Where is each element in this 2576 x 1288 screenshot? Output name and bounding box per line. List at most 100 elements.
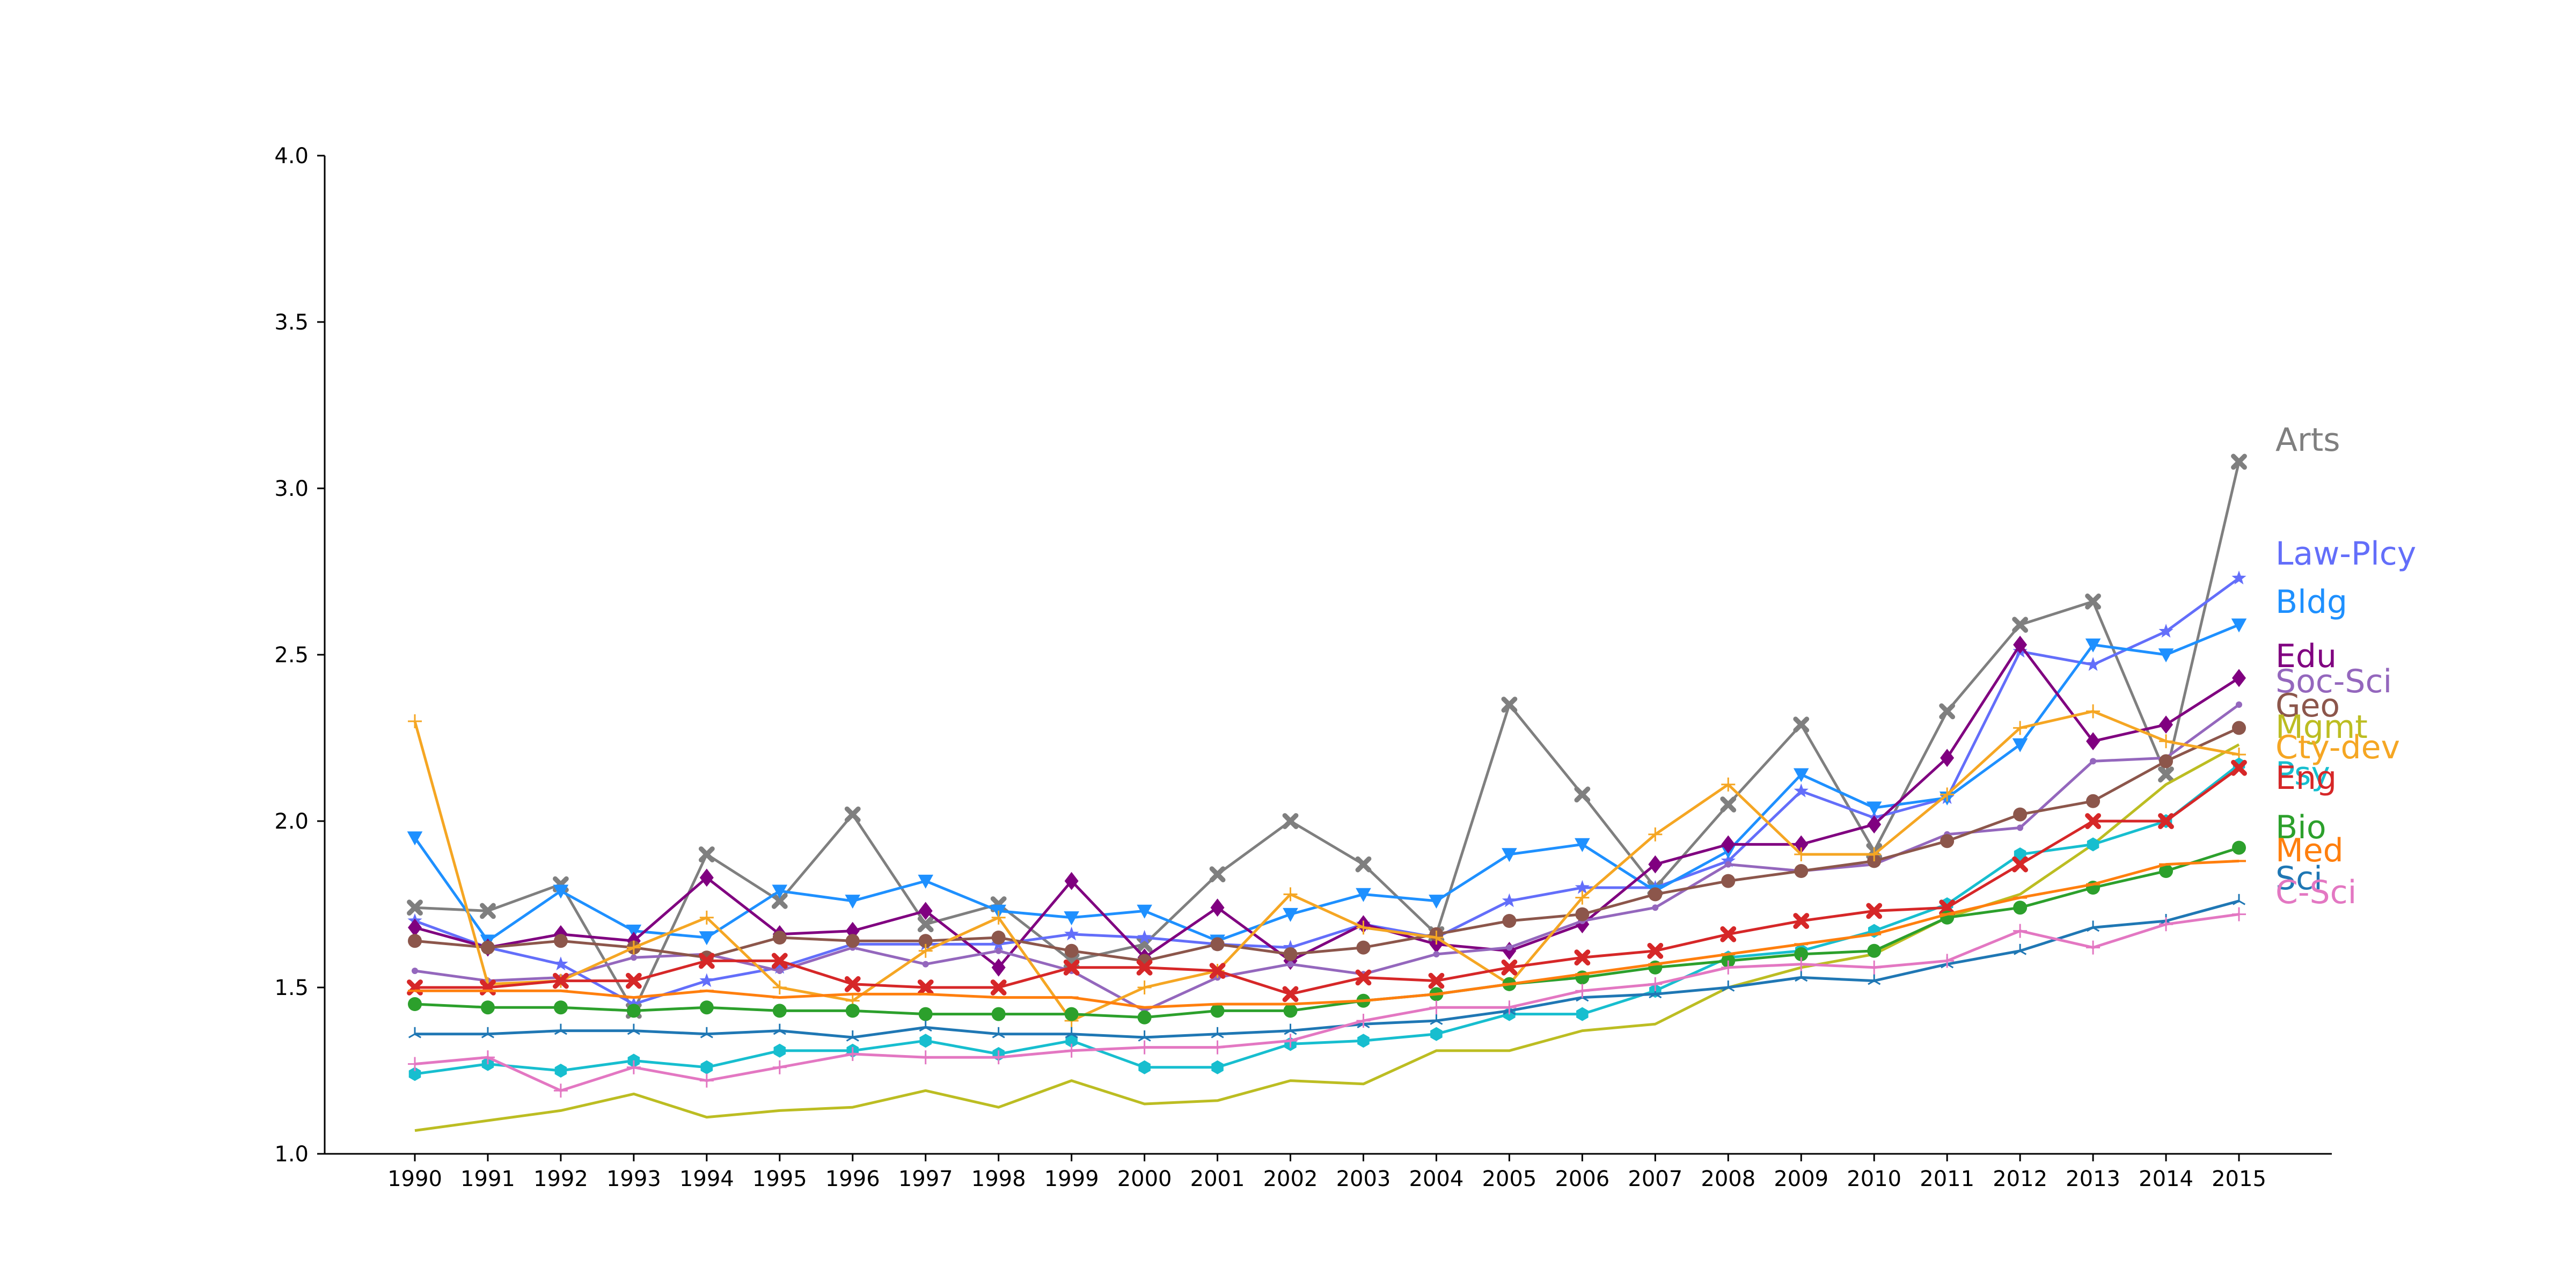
data-point-eng (1501, 959, 1518, 976)
data-point-arts (917, 916, 934, 933)
data-point-law-plcy (626, 996, 641, 1011)
data-point-eng (1939, 899, 1956, 916)
series-label-bldg: Bldg (2275, 583, 2347, 621)
data-point-cty-dev (772, 980, 787, 994)
data-point-arts (1209, 866, 1226, 883)
series-line-med (415, 859, 2240, 1009)
data-point-psy (1430, 1027, 1443, 1041)
data-point-bio (1137, 1010, 1152, 1024)
x-tick-label: 2010 (1847, 1167, 1901, 1191)
data-point-c-sci (1283, 1034, 1298, 1048)
data-point-law-plcy (1283, 940, 1298, 954)
series-label-sci: Sci (2275, 860, 2323, 897)
data-point-arts (1136, 936, 1153, 953)
series-med (408, 859, 2246, 1009)
data-point-cty-dev (2159, 734, 2174, 749)
series-line-soc-sci (414, 703, 2240, 1012)
data-point-sci (408, 1027, 422, 1038)
data-point-c-sci (1356, 1014, 1371, 1028)
series-label-layer: Arts Law-Plcy Bldg EduSoc-SciGeoMgmtCty-dev… (2275, 421, 2416, 911)
data-point-geo (918, 934, 933, 948)
data-point-psy (2087, 837, 2099, 852)
data-point-bio (772, 1004, 787, 1018)
data-point-edu (1210, 898, 1225, 917)
data-point-psy (700, 1060, 713, 1074)
data-point-law-plcy (2231, 570, 2246, 584)
x-tick-label: 2005 (1482, 1167, 1537, 1191)
data-point-edu (699, 868, 714, 887)
x-tick-label: 2004 (1409, 1167, 1464, 1191)
data-point-c-sci (845, 1047, 860, 1061)
data-point-eng (990, 979, 1007, 996)
data-point-c-sci (1210, 1040, 1225, 1055)
data-point-arts (2012, 617, 2029, 633)
data-point-eng (1793, 913, 1810, 929)
data-point-c-sci (2159, 917, 2174, 932)
y-tick-label: 1.0 (274, 1142, 309, 1167)
data-point-eng (2231, 759, 2247, 776)
data-point-edu (2086, 732, 2101, 751)
data-point-geo (2086, 794, 2101, 808)
data-point-edu (1064, 872, 1079, 890)
data-point-eng (625, 972, 642, 989)
data-point-bldg (2231, 618, 2247, 633)
data-point-cty-dev (2013, 721, 2028, 735)
x-tick-label: 1993 (606, 1167, 661, 1191)
data-point-eng (1355, 969, 1372, 986)
data-point-cty-dev (1137, 980, 1152, 994)
data-point-edu (845, 921, 860, 940)
data-point-psy (919, 1034, 932, 1048)
data-point-bio (2159, 864, 2174, 878)
data-point-eng (1282, 986, 1299, 1002)
data-point-law-plcy (1137, 930, 1152, 944)
data-point-bldg (772, 884, 788, 899)
y-tick-label: 3.0 (274, 477, 309, 501)
data-point-bldg (1866, 801, 1882, 816)
data-point-law-plcy (1502, 893, 1517, 908)
data-point-bldg (1793, 768, 1809, 782)
series-label-geo: Geo (2275, 687, 2340, 724)
data-point-edu (2232, 669, 2246, 687)
x-tick-label: 2015 (2212, 1167, 2266, 1191)
data-point-psy (1211, 1060, 1224, 1074)
data-point-psy (1357, 1034, 1370, 1048)
data-point-edu (1648, 855, 1663, 874)
data-point-eng (2158, 813, 2174, 829)
data-point-arts (2231, 453, 2247, 470)
x-tick-label: 1998 (971, 1167, 1026, 1191)
data-point-cty-dev (991, 910, 1006, 925)
series-line-geo (414, 727, 2240, 962)
y-tick-label: 2.0 (274, 809, 309, 834)
data-point-sci (2087, 920, 2100, 932)
x-tick-label: 2012 (1993, 1167, 2047, 1191)
data-point-arts (1282, 813, 1299, 829)
series-label-bio: Bio (2275, 809, 2326, 846)
series-label-law-plcy: Law-Plcy (2275, 535, 2416, 573)
data-point-psy (2014, 847, 2026, 861)
series-cty-dev (408, 704, 2246, 1028)
data-point-bio (408, 997, 422, 1011)
data-point-eng (1136, 959, 1153, 976)
data-point-geo (2013, 807, 2028, 822)
data-point-sci (1138, 1030, 1151, 1042)
data-point-sci (1795, 970, 1808, 982)
data-point-c-sci (553, 1084, 568, 1098)
x-tick-label: 2000 (1117, 1167, 1172, 1191)
data-point-bio (626, 1004, 641, 1018)
data-point-edu (2013, 635, 2028, 654)
data-point-geo (1794, 864, 1809, 878)
data-point-sci (1211, 1027, 1224, 1038)
data-point-bio (480, 1000, 495, 1015)
data-point-geo (1210, 937, 1225, 952)
data-point-bio (699, 1000, 714, 1015)
data-point-soc-sci (1433, 951, 1440, 957)
data-point-soc-sci (412, 968, 418, 974)
x-tick-label: 1994 (679, 1167, 734, 1191)
data-point-sci (1284, 1023, 1297, 1035)
data-point-geo (553, 934, 568, 948)
data-point-bldg (2085, 638, 2101, 653)
data-point-c-sci (1648, 977, 1663, 991)
data-point-bldg (845, 895, 861, 909)
data-point-edu (408, 918, 422, 937)
series-line-arts (414, 461, 2241, 1012)
